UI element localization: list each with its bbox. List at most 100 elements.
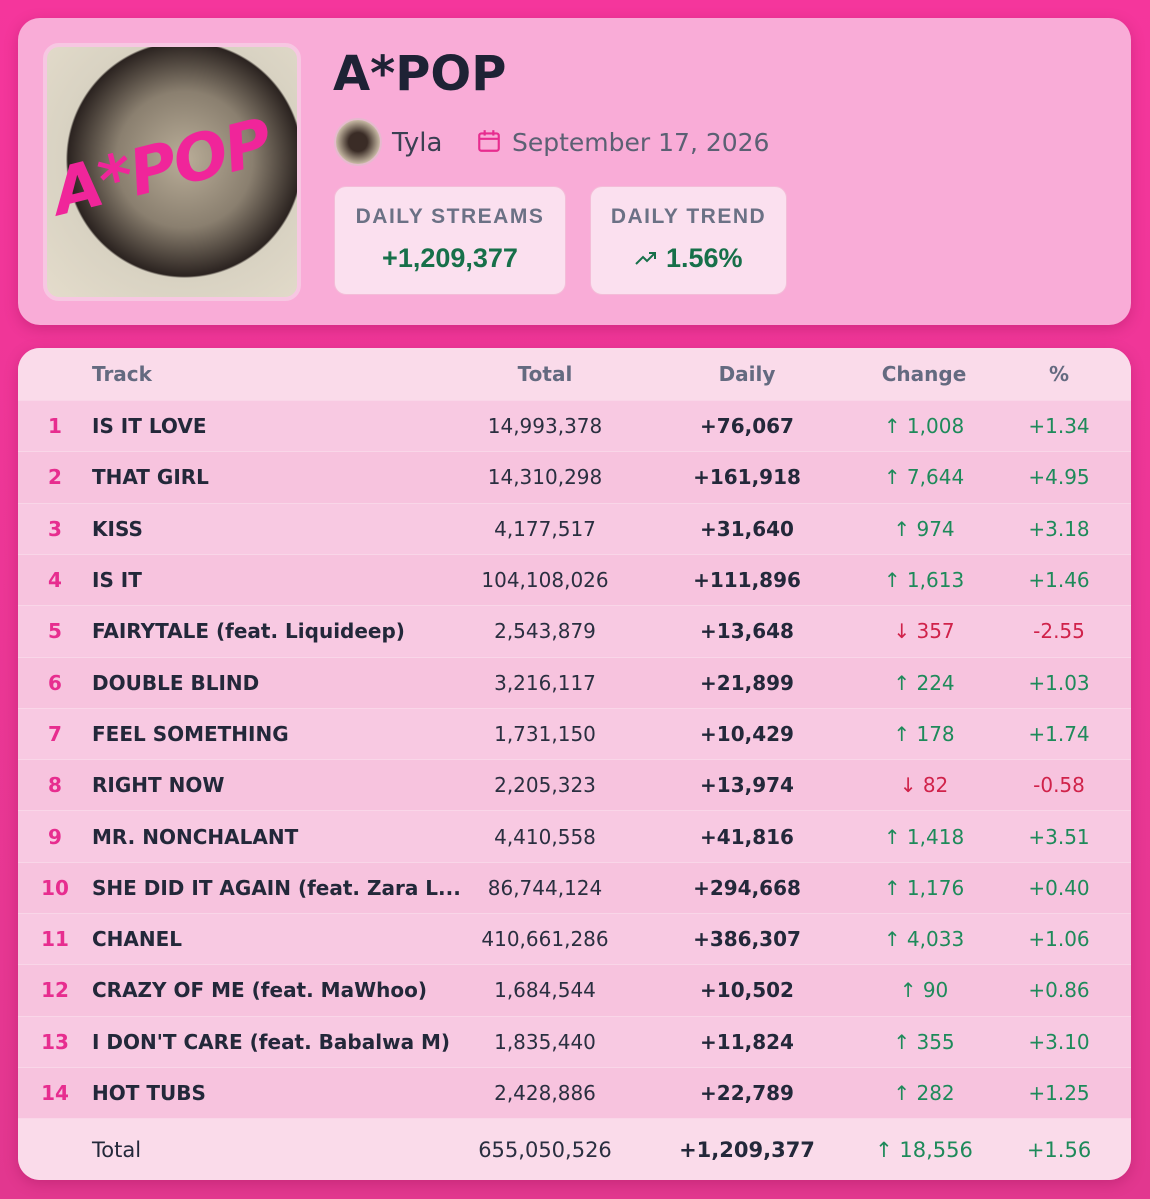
track-row: 14 HOT TUBS 2,428,886 +22,789 ↑ 282 +1.25: [18, 1066, 1131, 1119]
artist-avatar: [334, 118, 382, 166]
rank: 12: [41, 978, 69, 1003]
track-name: THAT GIRL: [92, 465, 209, 490]
rank: 14: [41, 1081, 69, 1106]
rank: 11: [41, 927, 69, 952]
rank: 1: [48, 414, 62, 439]
column-header: %: [1048, 362, 1070, 386]
track-row: 12 CRAZY OF ME (feat. MaWhoo) 1,684,544 +10…: [18, 964, 1131, 1016]
track-name: IS IT: [92, 568, 142, 593]
rank: 13: [41, 1029, 69, 1054]
change: ↑ 1,008: [883, 414, 965, 439]
album-cover: A*POP: [43, 43, 301, 301]
table-header: Track Total Daily Change%: [18, 348, 1131, 400]
stat-value: 1.56%: [665, 243, 743, 273]
percent: +1.46: [1028, 568, 1090, 593]
total-label: Total: [92, 1137, 142, 1162]
track-row: 13 I DON'T CARE (feat. Babalwa M) 1,835,44…: [18, 1015, 1131, 1067]
trend-icon: [635, 252, 657, 265]
daily-streams: +10,429: [700, 721, 794, 746]
change: ↑ 355: [893, 1029, 955, 1054]
change: ↑ 7,644: [883, 465, 965, 490]
total-streams: 86,744,124: [487, 875, 603, 900]
percent: +1.34: [1028, 414, 1090, 439]
percent: +1.56: [1026, 1137, 1092, 1162]
track-row: 8 RIGHT NOW 2,205,323 +13,974 ↓ 82 -0.58: [18, 759, 1131, 811]
album-title: A*POP: [333, 46, 507, 102]
stat-label: DAILY TREND: [610, 205, 767, 228]
daily-streams: +11,824: [700, 1029, 794, 1054]
daily-streams: +76,067: [700, 414, 794, 439]
change: ↑ 1,613: [883, 568, 965, 593]
rank: 5: [48, 619, 62, 644]
percent: -2.55: [1033, 619, 1085, 644]
rank: 2: [48, 465, 62, 490]
track-name: MR. NONCHALANT: [92, 824, 299, 849]
track-row: 6 DOUBLE BLIND 3,216,117 +21,899 ↑ 224 +1.03: [18, 656, 1131, 708]
daily-streams: +31,640: [700, 516, 794, 541]
change: ↑ 974: [893, 516, 955, 541]
stat-value: +1,209,377: [382, 243, 518, 273]
rank: 9: [48, 824, 62, 849]
column-header: Daily: [718, 362, 776, 386]
change: ↑ 1,418: [883, 824, 965, 849]
percent: +3.18: [1028, 516, 1090, 541]
total-streams: 1,835,440: [494, 1029, 596, 1054]
percent: +3.51: [1028, 824, 1090, 849]
rank: 7: [48, 721, 62, 746]
release-date: September 17, 2026: [512, 128, 770, 157]
change: ↑ 178: [893, 721, 955, 746]
percent: -0.58: [1033, 773, 1085, 798]
total-streams: 104,108,026: [481, 568, 609, 593]
daily-streams: +22,789: [700, 1081, 794, 1106]
track-row: 1 IS IT LOVE 14,993,378 +76,067 ↑ 1,008 +1.34: [18, 400, 1131, 452]
artist-name[interactable]: Tyla: [392, 128, 443, 158]
rank: 3: [48, 516, 62, 541]
change: ↓ 357: [893, 619, 955, 644]
rank: 10: [41, 875, 69, 900]
track-row: 5 FAIRYTALE (feat. Liquideep) 2,543,879 +13…: [18, 605, 1131, 657]
calendar-icon: [478, 130, 500, 152]
track-name: IS IT LOVE: [92, 414, 207, 439]
track-row: 7 FEEL SOMETHING 1,731,150 +10,429 ↑ 178 +1.7…: [18, 707, 1131, 760]
track-name: CHANEL: [92, 927, 183, 952]
track-table: Track Total Daily Change% 1 IS IT LOVE 14,993,…: [18, 348, 1131, 1180]
total-streams: 655,050,526: [478, 1137, 612, 1162]
total-streams: 410,661,286: [481, 927, 609, 952]
column-header: Total: [517, 362, 573, 386]
total-streams: 14,310,298: [487, 465, 603, 490]
percent: +1.03: [1028, 670, 1090, 695]
track-row: 4 IS IT 104,108,026 +111,896 ↑ 1,613 +1.46: [18, 553, 1131, 606]
daily-streams: +294,668: [693, 875, 801, 900]
track-row: 2 THAT GIRL 14,310,298 +161,918 ↑ 7,644 +4.95: [18, 451, 1131, 503]
album-header: A*POP A*POP Tyla September 17, 2026 DAIL…: [18, 18, 1131, 325]
percent: +1.06: [1028, 927, 1090, 952]
total-streams: 1,731,150: [494, 721, 596, 746]
rank: 8: [48, 773, 62, 798]
total-streams: 2,543,879: [494, 619, 596, 644]
percent: +0.40: [1028, 875, 1090, 900]
daily-streams: +41,816: [700, 824, 794, 849]
percent: +0.86: [1028, 978, 1090, 1003]
total-streams: 4,410,558: [494, 824, 596, 849]
total-streams: 2,428,886: [494, 1081, 596, 1106]
total-streams: 1,684,544: [494, 978, 596, 1003]
track-row: 9 MR. NONCHALANT 4,410,558 +41,816 ↑ 1,418 +3…: [18, 810, 1131, 862]
track-row: 3 KISS 4,177,517 +31,640 ↑ 974 +3.18: [18, 502, 1131, 554]
daily-streams: +21,899: [700, 670, 794, 695]
track-name: FAIRYTALE (feat. Liquideep): [92, 619, 405, 644]
track-name: KISS: [92, 516, 143, 541]
total-streams: 14,993,378: [487, 414, 603, 439]
track-row: 11 CHANEL 410,661,286 +386,307 ↑ 4,033 +1.06: [18, 913, 1131, 965]
total-row: Total 655,050,526 +1,209,377 ↑ 18,556 +1.56: [18, 1118, 1131, 1180]
rank: 6: [48, 670, 62, 695]
track-name: FEEL SOMETHING: [92, 721, 289, 746]
daily-streams: +386,307: [693, 927, 801, 952]
percent: +3.10: [1028, 1029, 1090, 1054]
daily-streams: +10,502: [700, 978, 794, 1003]
track-name: RIGHT NOW: [92, 773, 225, 798]
percent: +4.95: [1028, 465, 1090, 490]
change: ↑ 18,556: [875, 1137, 973, 1162]
total-streams: 3,216,117: [494, 670, 596, 695]
daily-streams: +1,209,377: [679, 1137, 815, 1162]
